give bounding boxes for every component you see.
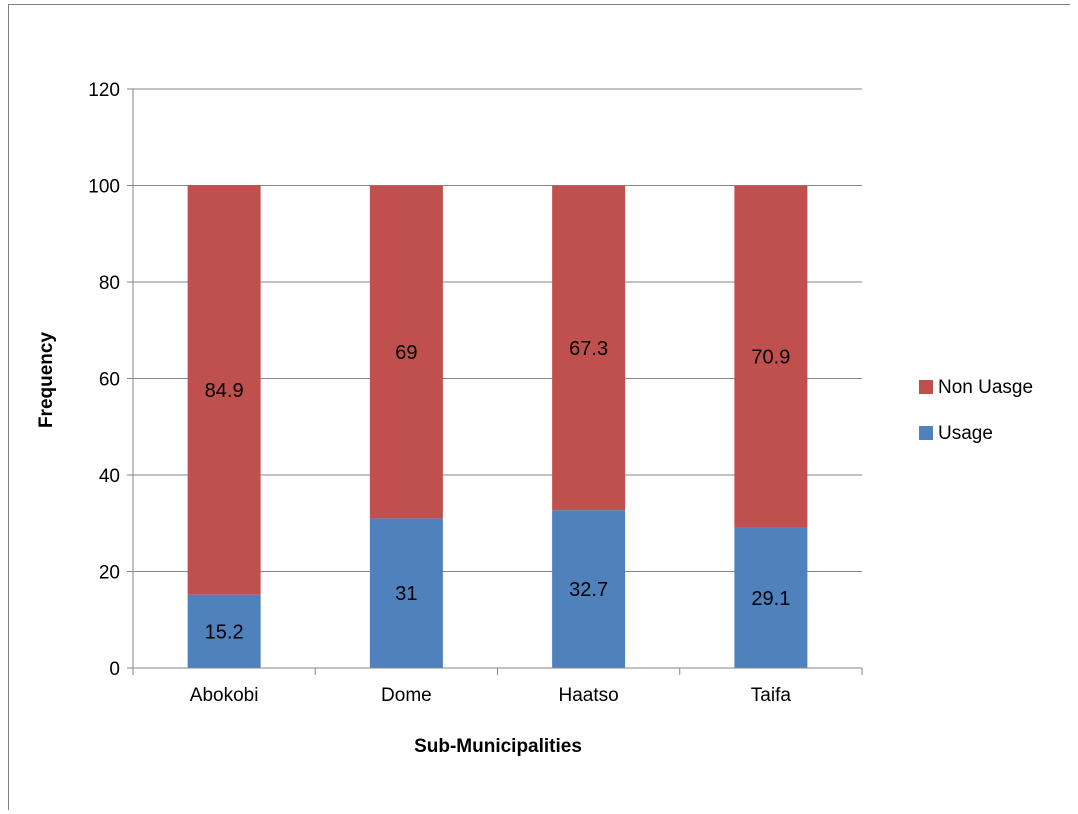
bar-non-uasge [552, 185, 626, 511]
bar-non-uasge [187, 185, 261, 595]
legend-swatch [919, 426, 933, 440]
data-label: 70.9 [751, 347, 790, 369]
y-tick-label: 120 [88, 80, 120, 101]
legend-label: Usage [938, 423, 993, 444]
bar-usage [552, 510, 626, 668]
data-labels: 15.2 84.9 31 69 32.7 67.3 29.1 70.9 [205, 338, 791, 643]
bar-non-uasge [734, 185, 808, 528]
x-tick-label: Abokobi [190, 685, 259, 706]
y-axis-title: Frequency [36, 332, 57, 429]
x-tick-label: Taifa [751, 685, 792, 706]
data-label: 32.7 [569, 579, 608, 601]
bar-usage [187, 594, 261, 668]
bar-non-uasge [369, 185, 443, 519]
data-label: 31 [395, 583, 417, 605]
x-axis-title: Sub-Municipalities [414, 736, 582, 757]
y-tick-label: 100 [88, 177, 120, 198]
chart-frame [8, 4, 1070, 810]
y-tick-label: 0 [109, 659, 120, 680]
bars [187, 185, 808, 668]
bar-usage [369, 518, 443, 668]
y-tick-label: 40 [99, 466, 120, 487]
legend: Non Uasge Usage [919, 377, 1033, 444]
legend-swatch [919, 380, 933, 394]
data-label: 29.1 [751, 588, 790, 610]
x-tick-label: Haatso [559, 685, 619, 706]
data-label: 15.2 [205, 621, 244, 643]
x-tick-label: Dome [381, 685, 432, 706]
y-tick-label: 60 [99, 370, 120, 391]
axes: 0 20 40 60 80 100 120 Abokobi Dome Haatso Taifa [88, 80, 863, 706]
y-tick-label: 20 [99, 563, 120, 584]
data-label: 69 [395, 342, 417, 364]
legend-label: Non Uasge [938, 377, 1033, 398]
bar-usage [734, 527, 808, 668]
y-tick-label: 80 [99, 273, 120, 294]
data-label: 67.3 [569, 338, 608, 360]
data-label: 84.9 [205, 380, 244, 402]
